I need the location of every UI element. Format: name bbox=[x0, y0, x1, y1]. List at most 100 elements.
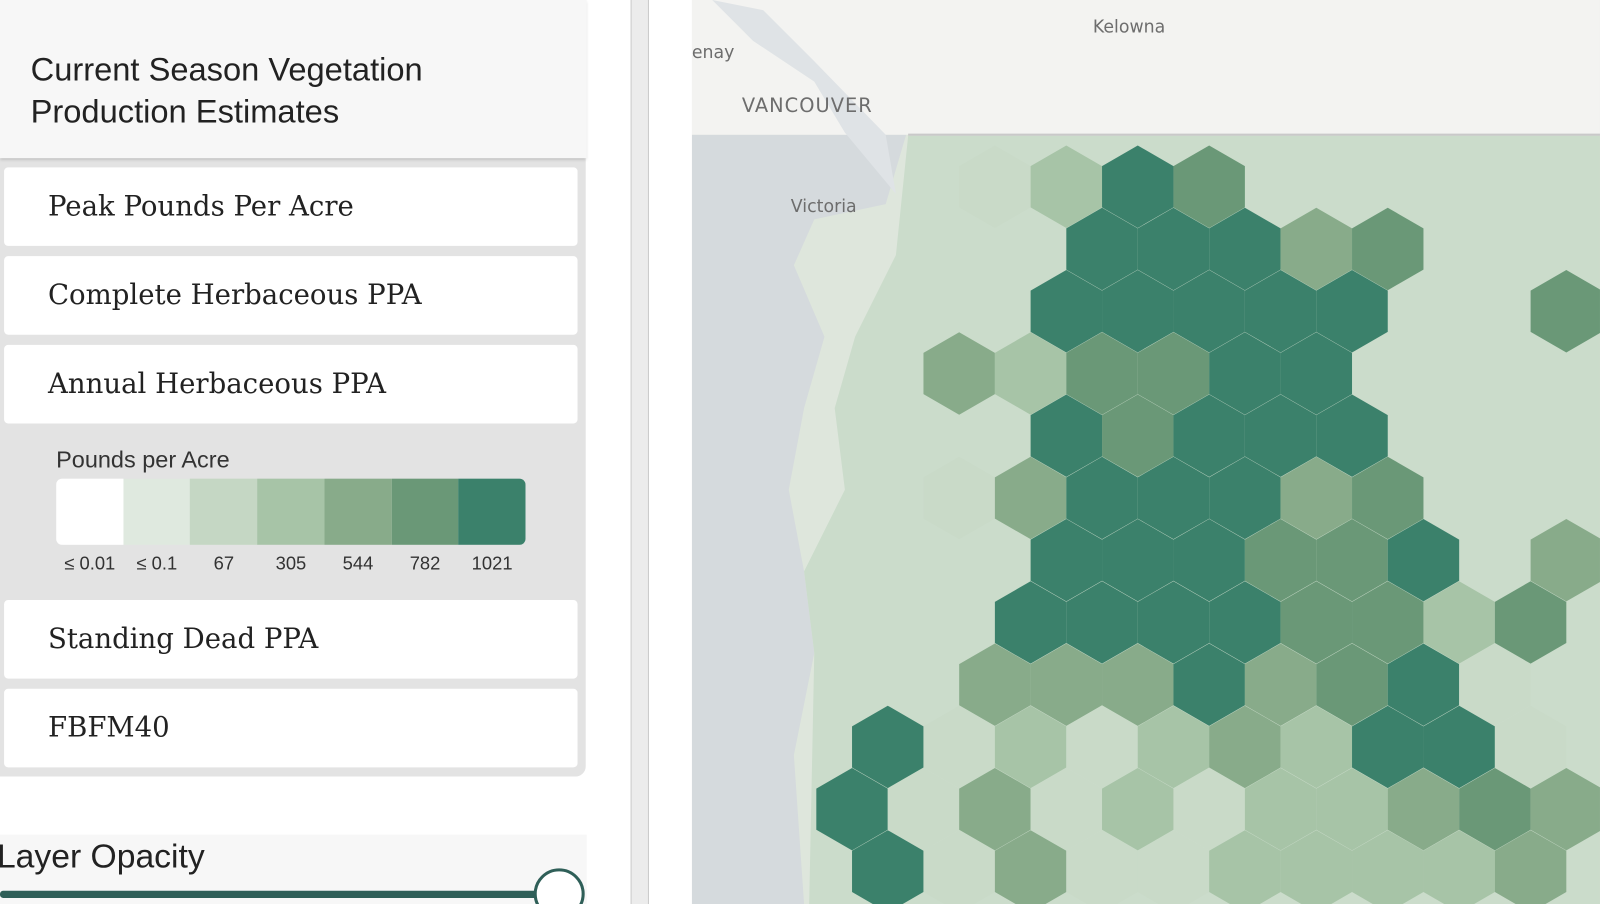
legend-swatch bbox=[190, 478, 258, 545]
hex bbox=[923, 332, 995, 415]
hex bbox=[1137, 332, 1210, 415]
hex bbox=[1280, 830, 1353, 904]
ocean bbox=[691, 134, 907, 904]
hex bbox=[1423, 581, 1495, 664]
hex bbox=[1209, 456, 1281, 540]
hex bbox=[1280, 332, 1353, 415]
panel-header bbox=[0, 0, 587, 159]
hex bbox=[1280, 581, 1353, 664]
hex bbox=[1030, 518, 1103, 602]
slider-track[interactable] bbox=[0, 890, 560, 898]
hex bbox=[1209, 581, 1281, 664]
hex bbox=[1316, 767, 1388, 851]
hex bbox=[1352, 207, 1424, 291]
menu-item[interactable]: Complete Herbaceous PPA bbox=[4, 256, 578, 335]
hex bbox=[923, 705, 995, 789]
hex bbox=[1137, 705, 1210, 789]
title-line: Production Estimates bbox=[30, 92, 340, 130]
hex bbox=[1173, 269, 1245, 353]
hex bbox=[1173, 145, 1245, 228]
opacity-title: Layer Opacity bbox=[0, 836, 205, 875]
hex bbox=[1066, 207, 1138, 291]
map-label: Kelowna bbox=[1092, 17, 1166, 38]
menu-item[interactable]: FBFM40 bbox=[4, 688, 578, 768]
hex bbox=[1137, 830, 1210, 904]
hex bbox=[1244, 269, 1317, 353]
hex bbox=[1209, 332, 1281, 415]
menu-item[interactable]: Annual Herbaceous PPA bbox=[4, 344, 578, 424]
hex bbox=[1173, 518, 1245, 602]
hex bbox=[1530, 269, 1600, 353]
legend-label: 305 bbox=[275, 553, 307, 574]
hex bbox=[1209, 207, 1281, 291]
hex bbox=[959, 145, 1031, 228]
hex bbox=[1137, 207, 1210, 291]
map[interactable] bbox=[691, 0, 1600, 904]
title-line: Current Season Vegetation bbox=[30, 51, 423, 88]
hex bbox=[1387, 643, 1460, 726]
hex bbox=[1352, 581, 1424, 664]
hex bbox=[1244, 518, 1317, 602]
hex bbox=[1030, 643, 1103, 726]
map-label: VANCOUVER bbox=[741, 94, 873, 118]
legend-title: Pounds per Acre bbox=[56, 445, 230, 473]
hex bbox=[1530, 767, 1600, 851]
legend-swatch bbox=[56, 478, 124, 545]
hex bbox=[1209, 705, 1281, 789]
hex bbox=[959, 643, 1031, 726]
hex bbox=[1066, 456, 1138, 540]
hex bbox=[1280, 705, 1353, 789]
hex bbox=[1387, 767, 1460, 851]
legend-swatch bbox=[257, 478, 325, 545]
hex bbox=[1280, 207, 1353, 291]
hex bbox=[1244, 767, 1317, 851]
legend-swatch bbox=[458, 478, 526, 545]
map-label: Victoria bbox=[790, 196, 857, 218]
hex bbox=[1066, 581, 1138, 664]
hex bbox=[1459, 643, 1531, 726]
legend-label: ≤ 0.1 bbox=[136, 553, 178, 574]
hex bbox=[959, 767, 1031, 851]
hex bbox=[923, 830, 995, 904]
hex bbox=[994, 332, 1067, 415]
hex bbox=[1137, 456, 1210, 540]
hex bbox=[1137, 581, 1210, 664]
hex-layer bbox=[804, 135, 1600, 904]
hex bbox=[1030, 767, 1103, 851]
hex bbox=[1494, 581, 1567, 664]
hex bbox=[1423, 705, 1495, 789]
legend-swatch bbox=[391, 478, 459, 545]
hex bbox=[923, 456, 995, 540]
hex bbox=[1173, 394, 1245, 477]
hex bbox=[1030, 394, 1103, 477]
hex bbox=[1352, 456, 1424, 540]
legend-bar bbox=[56, 478, 526, 545]
hex bbox=[1102, 767, 1174, 851]
hex bbox=[1209, 830, 1281, 904]
hex bbox=[1280, 456, 1353, 540]
hex bbox=[1102, 518, 1174, 602]
slider-knob[interactable] bbox=[533, 868, 585, 904]
hex bbox=[994, 456, 1067, 540]
legend-label: 1021 bbox=[471, 553, 513, 574]
hex bbox=[1244, 643, 1317, 726]
hex bbox=[1316, 394, 1388, 477]
hex bbox=[1102, 394, 1174, 477]
north-land bbox=[691, 0, 1600, 135]
hex bbox=[1316, 269, 1388, 353]
hex bbox=[816, 767, 888, 851]
panel-title: Current Season Vegetation Production Est… bbox=[31, 49, 423, 133]
legend-label: 782 bbox=[409, 553, 441, 574]
hex bbox=[994, 581, 1067, 664]
legend-swatch bbox=[324, 478, 392, 545]
hex bbox=[1244, 394, 1317, 477]
hex bbox=[887, 767, 960, 851]
menu-item[interactable]: Standing Dead PPA bbox=[4, 599, 578, 679]
legend-label: 544 bbox=[342, 553, 374, 574]
hex bbox=[1030, 145, 1103, 228]
hex bbox=[852, 830, 924, 904]
menu-item[interactable]: Peak Pounds Per Acre bbox=[4, 167, 578, 246]
hex bbox=[1102, 145, 1174, 228]
hex bbox=[1316, 643, 1388, 726]
